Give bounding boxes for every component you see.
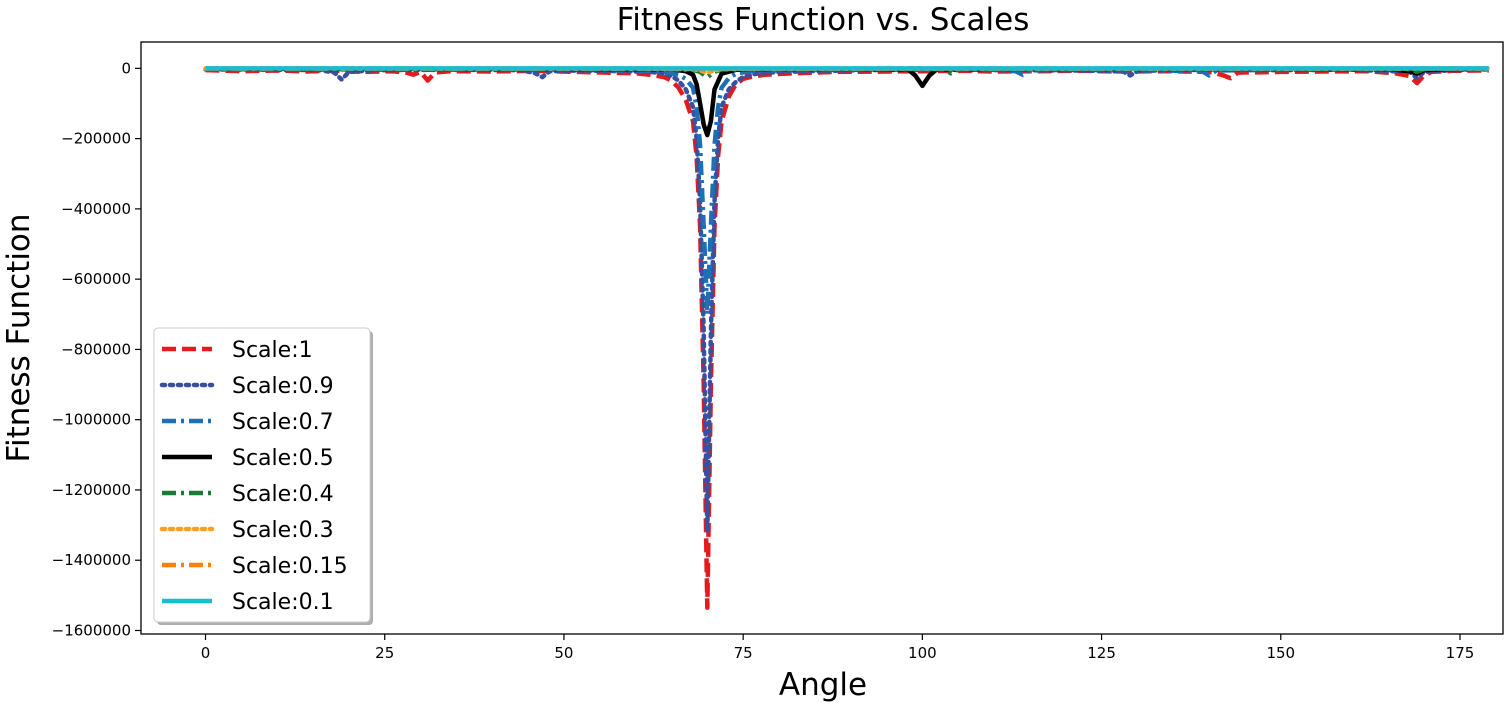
legend-label: Scale:0.5 (232, 446, 334, 471)
x-tick-label: 125 (1087, 644, 1116, 662)
legend-label: Scale:0.4 (232, 482, 334, 507)
x-tick-label: 50 (554, 644, 573, 662)
y-tick-label: −1600000 (52, 621, 131, 639)
y-tick-label: −400000 (61, 200, 131, 218)
y-tick-label: −200000 (61, 130, 131, 148)
y-tick-label: −1400000 (52, 551, 131, 569)
y-axis-ticks: 0 −200000 −400000 −600000 −800000 −1000000 −12… (52, 59, 141, 639)
chart-title: Fitness Function vs. Scales (617, 2, 1030, 38)
legend-label: Scale:0.7 (232, 410, 334, 435)
y-tick-label: 0 (121, 59, 131, 77)
y-axis-label: Fitness Function (1, 213, 37, 462)
legend-box (153, 327, 371, 623)
x-axis-label: Angle (779, 667, 867, 703)
x-tick-label: 150 (1266, 644, 1295, 662)
y-tick-label: −600000 (61, 270, 131, 288)
legend-label: Scale:0.3 (232, 518, 334, 543)
x-tick-label: 0 (201, 644, 211, 662)
legend-label: Scale:0.1 (232, 590, 334, 615)
legend: Scale:1 Scale:0.9 Scale:0.7 Scale:0.5 Scale:… (153, 327, 373, 625)
x-tick-label: 75 (734, 644, 753, 662)
legend-label: Scale:0.9 (232, 374, 334, 399)
series-line-scale-1 (205, 67, 1489, 610)
x-axis-ticks: 0 25 50 75 100 125 150 175 (201, 634, 1475, 662)
x-tick-label: 100 (908, 644, 937, 662)
x-tick-label: 25 (375, 644, 394, 662)
x-tick-label: 175 (1446, 644, 1475, 662)
y-tick-label: −800000 (61, 340, 131, 358)
series-lines (203, 66, 1491, 610)
y-tick-label: −1200000 (52, 481, 131, 499)
legend-label: Scale:1 (232, 338, 313, 363)
y-tick-label: −1000000 (52, 411, 131, 429)
plot-frame (140, 41, 1504, 635)
legend-label: Scale:0.15 (232, 554, 348, 579)
